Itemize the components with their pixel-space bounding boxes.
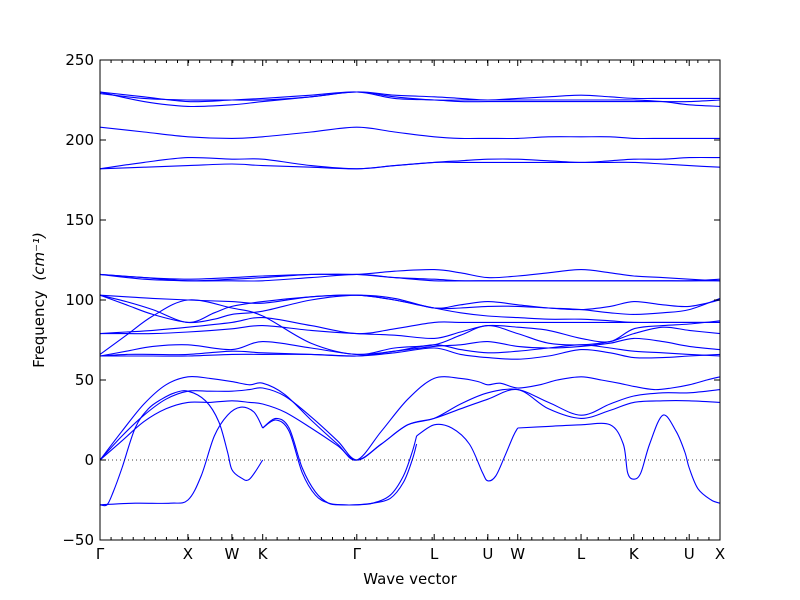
- y-axis-title-text: Frequency: [30, 290, 48, 368]
- band-line-6: [100, 161, 720, 170]
- band-line-24: [262, 417, 418, 506]
- band-line-13: [100, 317, 720, 335]
- y-tick-label: −50: [62, 531, 94, 549]
- band-line-5: [100, 156, 720, 170]
- y-tick-label: 100: [65, 291, 94, 309]
- band-line-7: [100, 269, 720, 282]
- band-line-12: [100, 294, 720, 323]
- y-tick-label: 250: [65, 51, 94, 69]
- y-tick-label: 150: [65, 211, 94, 229]
- band-line-11: [100, 294, 720, 324]
- x-tick-label-3: W: [224, 545, 239, 563]
- band-line-27: [517, 414, 720, 504]
- x-tick-label-5: Γ: [353, 545, 362, 563]
- x-tick-label-12: X: [715, 545, 725, 563]
- y-axis: −50 0 50 100 150 200 250: [62, 51, 720, 549]
- band-line-18: [100, 347, 720, 360]
- x-tick-label-4: K: [258, 545, 269, 563]
- y-axis-title: Frequency (cm⁻¹): [30, 232, 48, 368]
- x-tick-label-1: Γ: [96, 545, 105, 563]
- band-line-14: [100, 320, 720, 343]
- band-line-21: [100, 388, 720, 461]
- band-line-15: [100, 299, 720, 355]
- band-line-17: [100, 344, 720, 357]
- band-line-4: [100, 126, 720, 140]
- band-line-10: [100, 294, 720, 324]
- x-tick-label-10: K: [629, 545, 640, 563]
- band-line-3: [100, 91, 720, 107]
- band-line-2: [100, 91, 720, 108]
- x-tick-label-6: L: [430, 545, 439, 563]
- band-line-23: [100, 406, 264, 506]
- y-tick-label: 200: [65, 131, 94, 149]
- bands-group: [100, 91, 720, 507]
- y-tick-label: 0: [84, 451, 94, 469]
- y-axis-title-unit: (cm⁻¹): [30, 232, 48, 281]
- band-line-25: [262, 419, 418, 506]
- y-tick-label: 50: [75, 371, 94, 389]
- band-line-9: [100, 273, 720, 282]
- band-line-16: [100, 337, 720, 357]
- x-tick-label-8: W: [510, 545, 525, 563]
- x-tick-label-2: X: [183, 545, 193, 563]
- band-line-26: [416, 423, 519, 482]
- x-tick-label-9: L: [577, 545, 586, 563]
- band-line-19: [100, 375, 720, 461]
- x-tick-label-11: U: [684, 545, 695, 563]
- band-line-22: [100, 390, 264, 507]
- x-tick-label-7: U: [482, 545, 493, 563]
- x-axis-title: Wave vector: [363, 570, 457, 588]
